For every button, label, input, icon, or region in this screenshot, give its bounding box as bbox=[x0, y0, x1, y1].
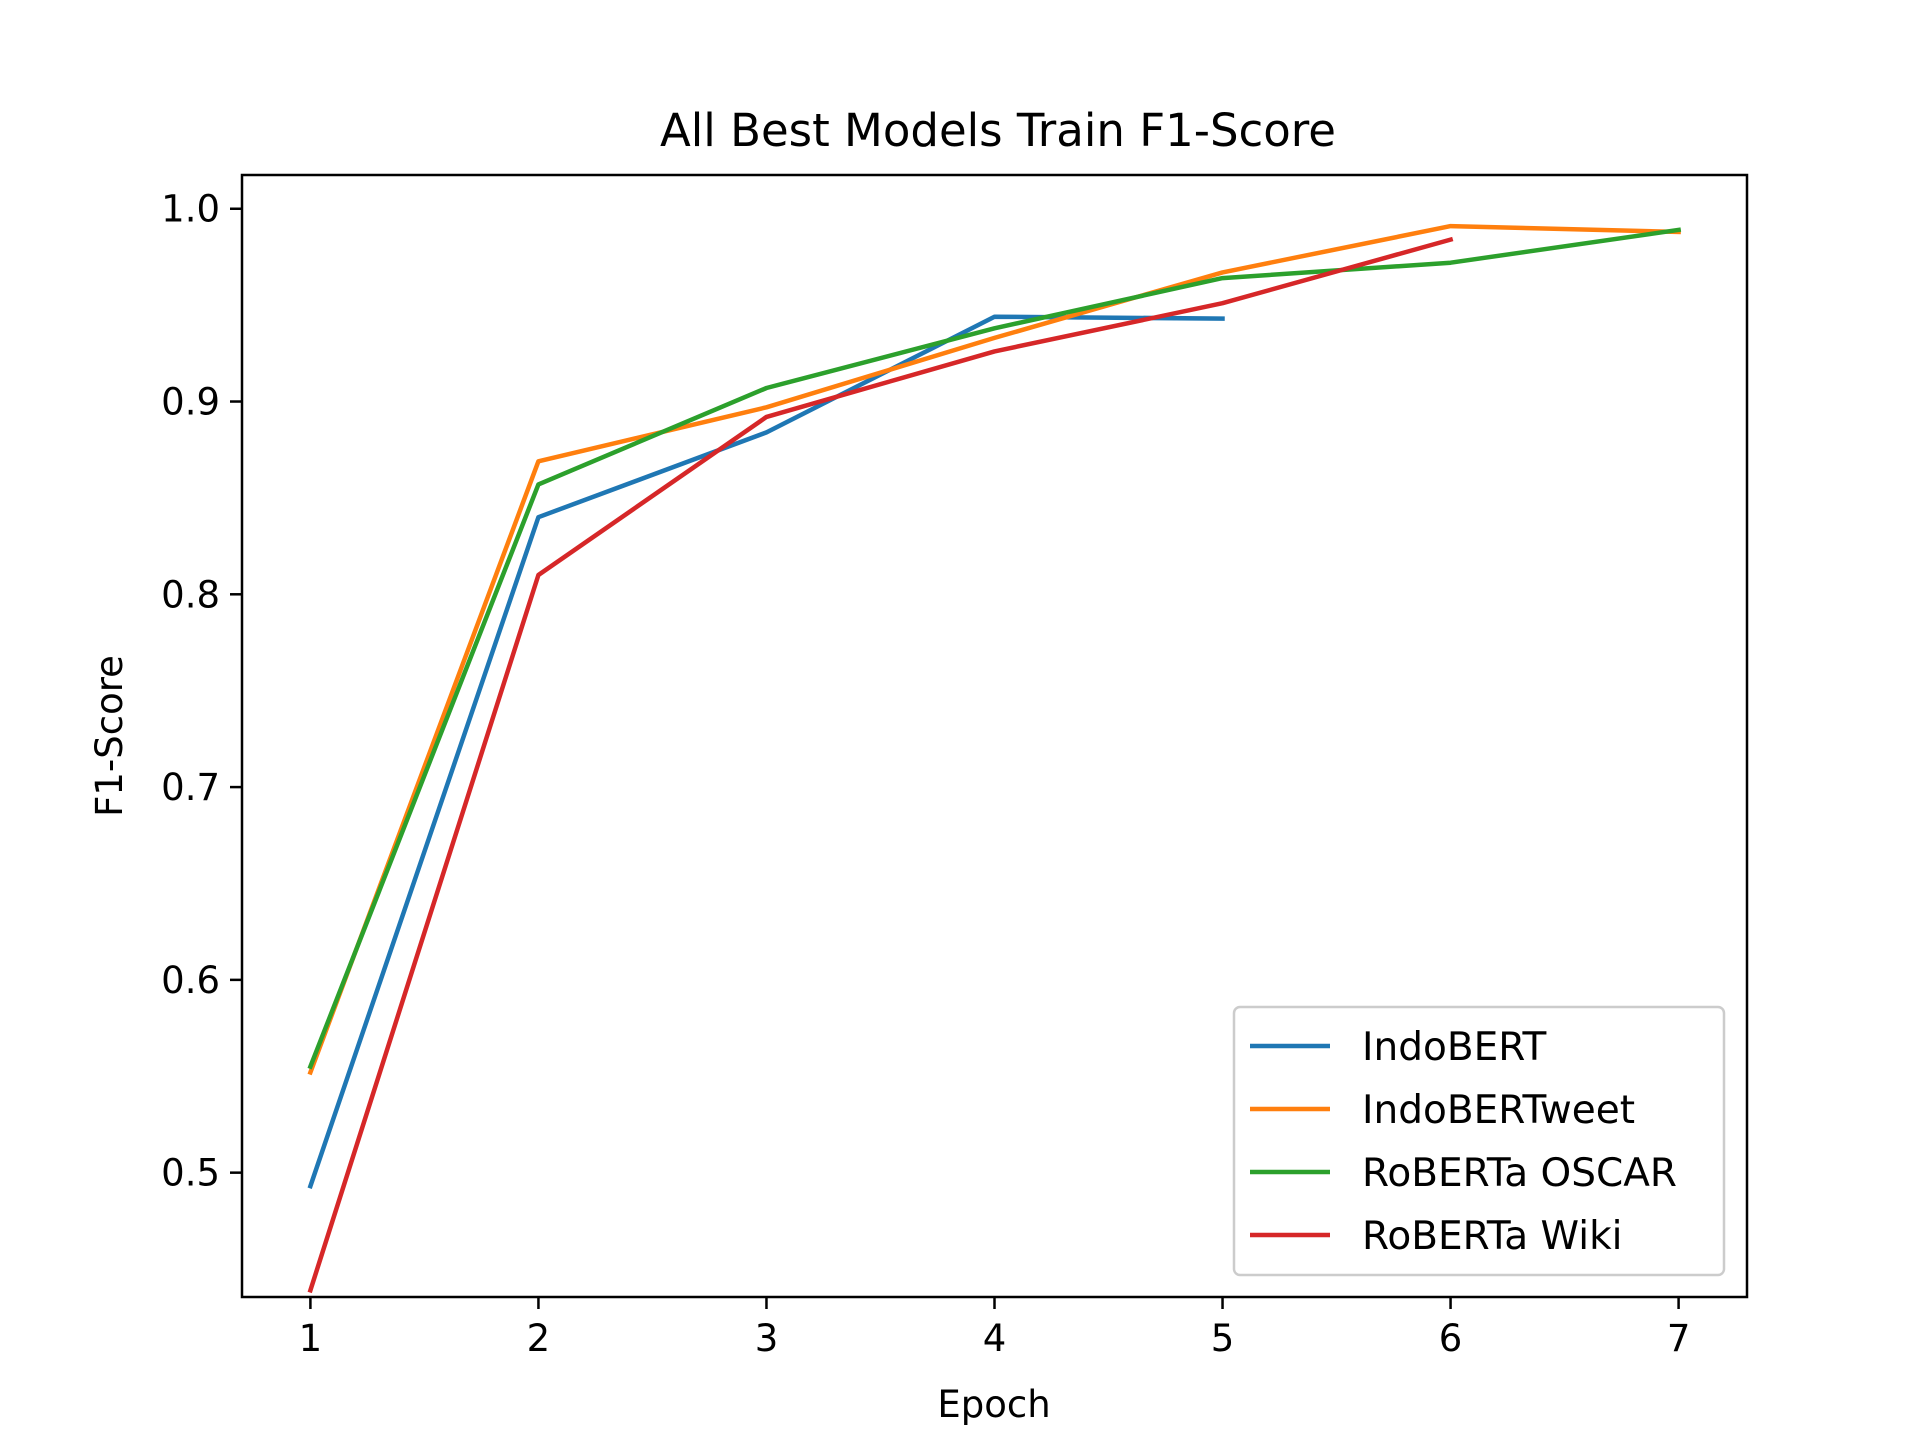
series-line-2 bbox=[307, 223, 1681, 1076]
y-tick-label: 0.7 bbox=[161, 766, 220, 809]
legend-box bbox=[1232, 1005, 1726, 1277]
series-line-3 bbox=[307, 227, 1682, 1070]
x-axis: 1 2 3 4 5 6 7 bbox=[299, 1297, 1691, 1360]
y-tick-label: 0.6 bbox=[161, 959, 220, 1002]
legend-label: IndoBERTweet bbox=[1362, 1088, 1635, 1133]
series-layer bbox=[307, 223, 1682, 1294]
legend-label: RoBERTa OSCAR bbox=[1362, 1151, 1677, 1196]
x-tick-label: 4 bbox=[983, 1317, 1007, 1360]
y-axis-label: F1-Score bbox=[88, 655, 131, 817]
x-tick-label: 1 bbox=[299, 1317, 323, 1360]
legend-label: IndoBERT bbox=[1362, 1025, 1546, 1070]
y-tick-label: 0.9 bbox=[161, 381, 220, 424]
x-axis-label: Epoch bbox=[937, 1383, 1050, 1426]
y-tick-label: 0.8 bbox=[161, 573, 220, 616]
chart-title: All Best Models Train F1-Score bbox=[660, 104, 1336, 157]
legend: IndoBERT IndoBERTweet RoBERTa OSCAR RoBERTa… bbox=[1232, 1005, 1726, 1277]
x-tick-label: 2 bbox=[527, 1317, 551, 1360]
x-tick-label: 5 bbox=[1211, 1317, 1235, 1360]
legend-label: RoBERTa Wiki bbox=[1362, 1214, 1623, 1259]
series-line-4 bbox=[307, 236, 1454, 1294]
x-tick-label: 3 bbox=[755, 1317, 779, 1360]
x-tick-label: 7 bbox=[1667, 1317, 1691, 1360]
y-tick-label: 0.5 bbox=[161, 1152, 220, 1195]
y-axis: 0.5 0.6 0.7 0.8 0.9 1.0 bbox=[161, 188, 242, 1195]
y-tick-label: 1.0 bbox=[161, 188, 220, 231]
x-tick-label: 6 bbox=[1439, 1317, 1463, 1360]
